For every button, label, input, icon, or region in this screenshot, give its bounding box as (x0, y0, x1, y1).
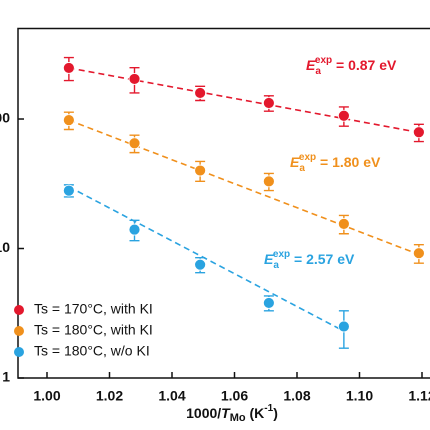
legend-label: Ts = 180°C, w/o KI (34, 343, 150, 359)
x-tick-label: 1.12 (408, 388, 430, 404)
annotation-value: = 2.57 eV (290, 251, 355, 267)
annotation: Eaexp = 2.57 eV (264, 249, 355, 271)
y-tick-label: 100 (0, 110, 10, 126)
legend-marker (14, 305, 24, 315)
data-point (128, 223, 141, 236)
x-label-pre: 1000/ (186, 405, 221, 421)
annotation-sub: a (315, 66, 321, 77)
legend-marker (14, 347, 24, 357)
annotation-sup: exp (273, 249, 290, 260)
x-tick-label: 1.06 (221, 388, 248, 404)
annotation-symbol: E (264, 251, 274, 267)
data-point (337, 320, 350, 333)
x-tick-label: 1.10 (346, 388, 373, 404)
data-point (194, 87, 207, 99)
x-tick-label: 1.02 (96, 388, 123, 404)
annotation: Eaexp = 1.80 eV (290, 152, 381, 174)
data-point (128, 73, 141, 85)
legend-label: Ts = 170°C, with KI (34, 301, 153, 317)
data-point (262, 297, 275, 309)
y-tick-label: 1 (2, 369, 10, 385)
x-axis-label: 1000/TMo (K-1) (186, 403, 278, 424)
x-label-post: ) (273, 405, 278, 421)
fit-line (68, 119, 423, 257)
annotation-symbol: E (290, 154, 300, 170)
annotation-sup: exp (315, 55, 332, 66)
fit-line (68, 67, 423, 134)
annotation-value: = 0.87 eV (332, 57, 397, 73)
fit-line (68, 186, 345, 332)
x-tick-label: 1.04 (158, 388, 185, 404)
annotation: Eaexp = 0.87 eV (306, 55, 397, 77)
x-label-unit: (K (246, 405, 265, 421)
x-tick-label: 1.00 (33, 388, 60, 404)
data-point (412, 126, 425, 139)
annotation-sub: a (273, 260, 279, 271)
legend-marker (14, 326, 24, 336)
x-label-sub: Mo (230, 412, 246, 424)
annotation-sup: exp (299, 152, 316, 163)
data-point (337, 109, 350, 122)
data-point (337, 217, 350, 230)
data-point (412, 247, 425, 260)
plot-frame (17, 27, 430, 379)
data-point (194, 258, 207, 271)
x-label-var: T (221, 405, 231, 421)
data-point (262, 175, 275, 188)
data-point (62, 184, 75, 197)
annotation-value: = 1.80 eV (316, 154, 381, 170)
data-point (62, 114, 75, 127)
annotation-sub: a (299, 163, 305, 174)
data-point (194, 164, 207, 177)
x-tick-label: 1.08 (283, 388, 310, 404)
y-tick-label: 10 (0, 239, 10, 255)
data-point (128, 137, 141, 150)
legend-label: Ts = 180°C, with KI (34, 322, 153, 338)
data-point (62, 62, 75, 74)
annotation-symbol: E (306, 57, 316, 73)
data-point (262, 97, 275, 109)
x-label-sup: -1 (264, 403, 273, 414)
